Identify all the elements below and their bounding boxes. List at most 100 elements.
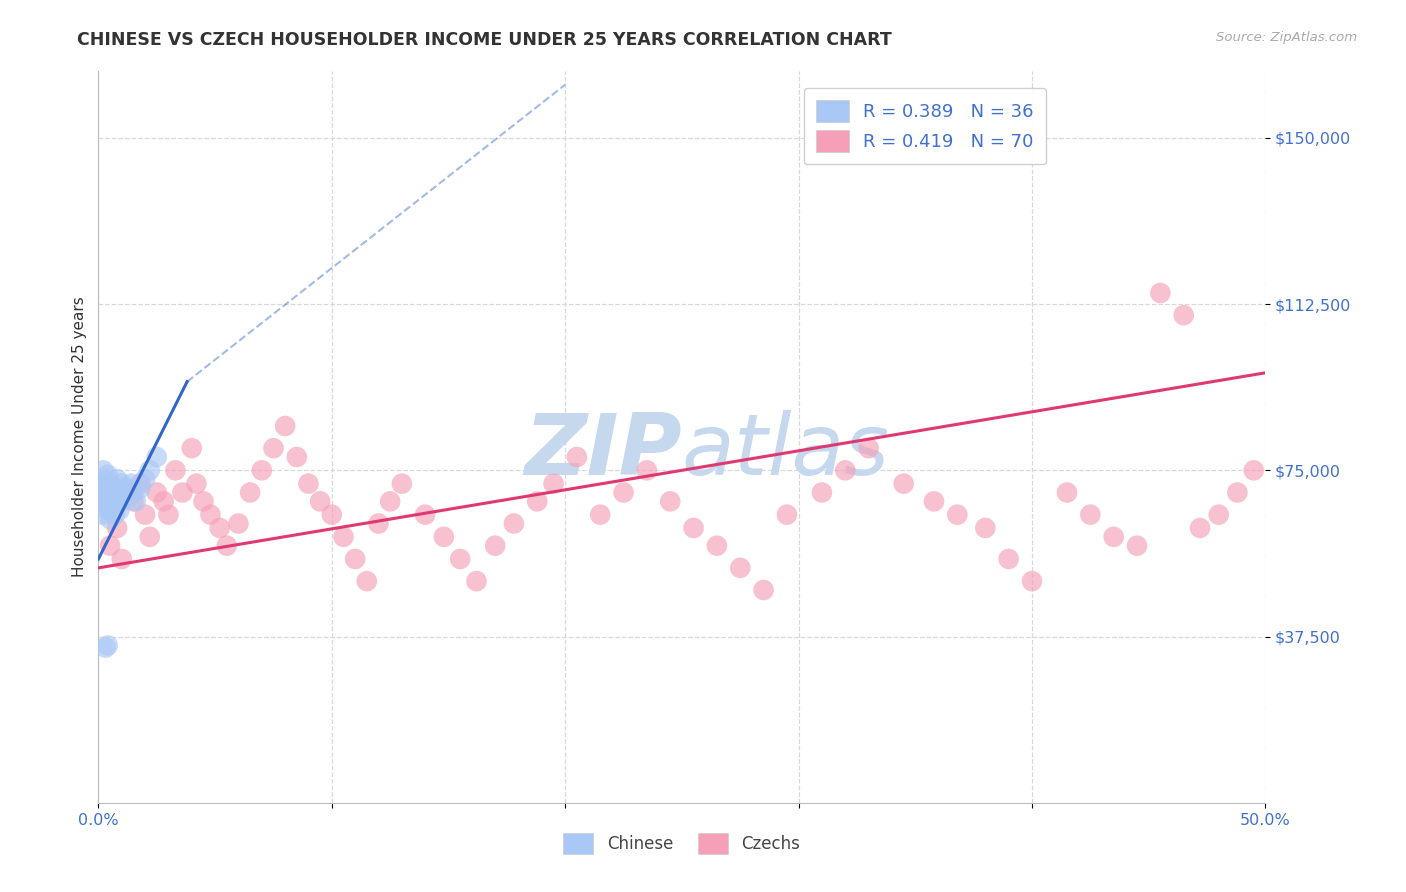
Point (94, 485, 117, 500)
Point (120, 476, 142, 491)
Point (502, 516, 524, 531)
Point (118, 490, 141, 504)
Point (139, 530, 162, 544)
Point (356, 574, 378, 589)
Point (706, 539, 728, 553)
Point (893, 476, 915, 491)
Point (526, 494, 548, 508)
Point (122, 494, 145, 508)
Point (636, 463, 658, 477)
Point (105, 490, 128, 504)
Point (997, 552, 1019, 566)
Point (98, 539, 121, 553)
Point (134, 472, 156, 486)
Point (165, 463, 187, 477)
Point (682, 521, 704, 535)
Point (111, 552, 134, 566)
Point (589, 508, 612, 522)
Point (94, 472, 117, 486)
Text: ZIP: ZIP (524, 410, 682, 493)
Point (139, 463, 162, 477)
Point (321, 508, 343, 522)
Legend: Chinese, Czechs: Chinese, Czechs (557, 827, 807, 860)
Point (262, 441, 284, 455)
Point (112, 485, 135, 500)
Point (1149, 285, 1171, 300)
Point (465, 574, 488, 589)
Point (1021, 574, 1043, 589)
Point (413, 508, 436, 522)
Point (94, 499, 117, 513)
Point (101, 499, 124, 513)
Point (105, 472, 128, 486)
Point (180, 441, 202, 455)
Point (1243, 463, 1265, 477)
Point (449, 552, 471, 566)
Point (134, 508, 156, 522)
Point (565, 450, 588, 464)
Point (101, 485, 124, 500)
Point (946, 508, 969, 522)
Point (125, 494, 148, 508)
Point (108, 485, 131, 500)
Text: Source: ZipAtlas.com: Source: ZipAtlas.com (1216, 31, 1357, 45)
Point (200, 508, 222, 522)
Point (91, 463, 114, 477)
Point (172, 485, 194, 500)
Point (297, 476, 319, 491)
Point (111, 476, 134, 491)
Point (239, 485, 262, 500)
Point (98, 512, 121, 526)
Point (380, 494, 402, 508)
Point (94, 640, 117, 655)
Point (215, 539, 238, 553)
Point (122, 485, 145, 500)
Point (433, 530, 456, 544)
Point (834, 463, 856, 477)
Point (105, 521, 128, 535)
Point (1126, 539, 1149, 553)
Point (152, 494, 174, 508)
Point (90, 476, 112, 491)
Point (484, 539, 506, 553)
Point (811, 485, 834, 500)
Point (309, 494, 332, 508)
Point (922, 494, 945, 508)
Point (858, 441, 880, 455)
Point (146, 450, 169, 464)
Point (659, 494, 682, 508)
Point (115, 481, 138, 495)
Point (97, 503, 120, 517)
Point (1102, 530, 1125, 544)
Point (91, 508, 114, 522)
Point (104, 508, 127, 522)
Point (129, 476, 152, 491)
Point (367, 516, 389, 531)
Point (111, 494, 134, 508)
Point (543, 476, 565, 491)
Point (1056, 485, 1078, 500)
Text: atlas: atlas (682, 410, 890, 493)
Point (108, 503, 131, 517)
Point (208, 521, 231, 535)
Point (274, 419, 297, 434)
Point (97, 467, 120, 482)
Point (91, 494, 114, 508)
Point (752, 582, 775, 597)
Point (129, 481, 152, 495)
Point (1173, 308, 1195, 322)
Point (391, 476, 413, 491)
Point (776, 508, 799, 522)
Point (90, 485, 112, 500)
Point (97, 639, 120, 653)
Point (250, 463, 273, 477)
Point (1226, 485, 1249, 500)
Point (332, 530, 354, 544)
Y-axis label: Householder Income Under 25 years: Householder Income Under 25 years (72, 297, 87, 577)
Point (1080, 508, 1102, 522)
Point (1189, 521, 1212, 535)
Point (228, 516, 250, 531)
Point (285, 450, 308, 464)
Point (1208, 508, 1230, 522)
Point (974, 521, 997, 535)
